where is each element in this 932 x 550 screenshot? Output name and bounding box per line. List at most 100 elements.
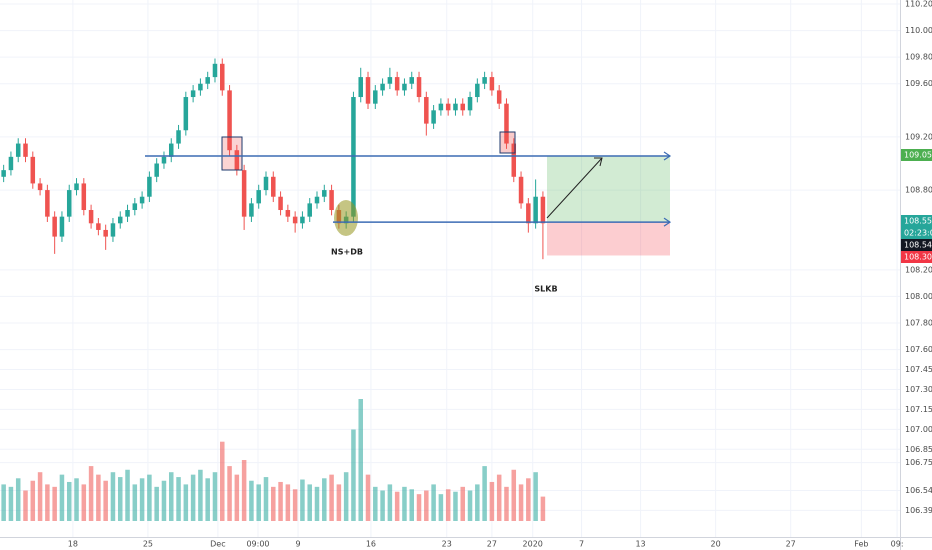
volume-bar bbox=[15, 478, 21, 521]
volume-bar bbox=[358, 399, 363, 521]
x-tick-label: 09:00 bbox=[246, 540, 269, 549]
price-tag: 02:23:03 bbox=[904, 229, 932, 238]
price-tag: 108.545 bbox=[904, 241, 932, 250]
candle-body bbox=[489, 77, 495, 91]
volume-bar bbox=[431, 484, 436, 521]
y-tick-label: 109.200 bbox=[905, 132, 932, 141]
x-tick-label: 9 bbox=[296, 540, 301, 549]
volume-bar bbox=[96, 474, 101, 521]
volume-bar bbox=[220, 441, 225, 521]
volume-bar bbox=[110, 472, 116, 521]
price-tag-bg bbox=[901, 149, 932, 161]
candle-body bbox=[314, 196, 320, 204]
candle-body bbox=[467, 97, 473, 111]
volume-bar bbox=[190, 474, 196, 521]
x-axis-bg bbox=[0, 537, 932, 550]
candle-body bbox=[249, 203, 254, 217]
volume-bar bbox=[329, 474, 334, 521]
x-tick-label: 20 bbox=[711, 540, 721, 549]
volume-bar bbox=[74, 478, 79, 521]
volume-bar bbox=[23, 490, 28, 521]
candle-body bbox=[15, 143, 21, 157]
volume-bar bbox=[132, 484, 138, 521]
volume-bar bbox=[66, 481, 72, 521]
y-tick-label: 107.000 bbox=[905, 425, 932, 434]
y-axis-bg bbox=[900, 0, 932, 550]
price-tag-bg bbox=[901, 251, 932, 263]
candle-body bbox=[139, 196, 145, 204]
candle-body bbox=[285, 210, 291, 217]
candle-body bbox=[227, 90, 232, 151]
annotation: NS+DB bbox=[331, 248, 363, 257]
candle-body bbox=[52, 216, 57, 237]
candle-body bbox=[475, 83, 480, 98]
volume-bar bbox=[416, 494, 422, 521]
volume-bar bbox=[227, 466, 232, 521]
volume-bar bbox=[154, 486, 159, 521]
y-tick-label: 109.600 bbox=[905, 79, 932, 88]
candle-body bbox=[329, 190, 334, 211]
candle-body bbox=[351, 97, 356, 217]
ellipse-marker bbox=[334, 200, 358, 236]
volume-bar bbox=[373, 486, 378, 521]
ray-arrow bbox=[663, 151, 672, 161]
volume-bar bbox=[176, 477, 181, 521]
volume-bar bbox=[8, 486, 14, 521]
candle-body bbox=[220, 63, 225, 91]
drawings: NS+DB SLKB bbox=[145, 131, 672, 294]
volume-bar bbox=[336, 484, 342, 521]
ray-arrow bbox=[663, 217, 672, 227]
candle-body bbox=[402, 83, 407, 91]
price-tag-bg bbox=[901, 215, 932, 227]
volume-bar bbox=[300, 479, 305, 521]
y-tick-label: 108.000 bbox=[905, 292, 932, 301]
x-tick-label: Dec bbox=[210, 540, 225, 549]
y-tick-label: 106.540 bbox=[905, 486, 932, 495]
volume-bar bbox=[540, 496, 546, 521]
volume-bar bbox=[322, 478, 327, 521]
y-tick-label: 106.850 bbox=[905, 445, 932, 454]
candle-body bbox=[358, 77, 363, 98]
candle-body bbox=[416, 77, 422, 98]
x-tick-label: 23 bbox=[442, 540, 452, 549]
volume-bar bbox=[234, 474, 240, 521]
volume-bar bbox=[59, 474, 65, 521]
volume-bar bbox=[168, 472, 174, 521]
candle-body bbox=[132, 203, 138, 211]
volume-bar bbox=[445, 489, 451, 521]
candle-body bbox=[460, 103, 466, 111]
x-tick-label: 09: bbox=[891, 540, 904, 549]
volume-bar bbox=[314, 486, 320, 521]
candle-body bbox=[205, 77, 210, 84]
x-tick-label: 16 bbox=[366, 540, 376, 549]
volume-bar bbox=[125, 469, 130, 521]
y-tick-label: 110.000 bbox=[905, 26, 932, 35]
volume-bar bbox=[438, 494, 444, 521]
volume-bar bbox=[183, 484, 189, 521]
candle-body bbox=[504, 103, 509, 144]
y-tick-label: 108.200 bbox=[905, 265, 932, 274]
volume-bar bbox=[467, 490, 473, 521]
candle-body bbox=[154, 163, 159, 177]
volume-bar bbox=[394, 491, 400, 521]
candle-body bbox=[518, 176, 524, 204]
y-tick-label: 107.150 bbox=[905, 405, 932, 414]
candle-body bbox=[445, 103, 451, 111]
candle-body bbox=[147, 176, 152, 197]
candle-body bbox=[212, 63, 218, 78]
volume-bar bbox=[409, 489, 414, 521]
x-tick-label: Feb bbox=[854, 540, 868, 549]
volume-bar bbox=[504, 486, 509, 521]
volume-bar bbox=[271, 486, 276, 521]
candle-body bbox=[198, 83, 203, 91]
volume-bar bbox=[278, 481, 283, 521]
volume-bar bbox=[37, 472, 43, 521]
x-tick-label: 13 bbox=[635, 540, 645, 549]
price-tag: 109.056 bbox=[904, 151, 932, 160]
candle-body bbox=[394, 77, 400, 91]
x-tick-label: 25 bbox=[143, 540, 153, 549]
x-tick-label: 27 bbox=[786, 540, 796, 549]
candle-body bbox=[190, 90, 196, 98]
candle-body bbox=[271, 176, 276, 197]
candle-body bbox=[117, 216, 123, 224]
